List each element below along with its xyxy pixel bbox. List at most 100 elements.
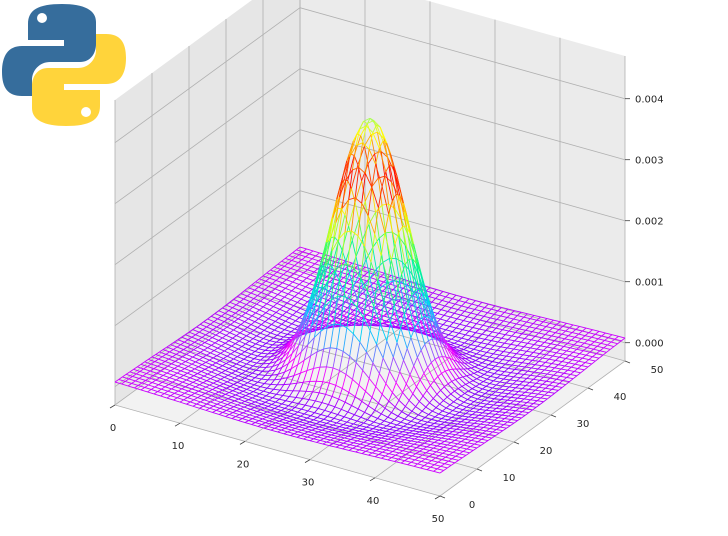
mesh-segment <box>473 401 481 404</box>
mesh-segment <box>544 369 551 372</box>
mesh-segment <box>573 351 580 355</box>
mesh-segment <box>396 446 401 450</box>
mesh-segment <box>242 335 247 339</box>
mesh-segment <box>248 306 254 311</box>
mesh-segment <box>197 344 202 348</box>
mesh-segment <box>249 393 257 397</box>
mesh-segment <box>528 334 536 337</box>
mesh-segment <box>300 336 306 352</box>
mesh-segment <box>286 308 291 313</box>
mesh-segment <box>505 363 512 366</box>
mesh-segment <box>177 363 182 367</box>
mesh-segment <box>507 375 514 378</box>
mesh-segment <box>485 385 493 389</box>
mesh-segment <box>540 394 545 399</box>
mesh-segment <box>288 317 296 322</box>
mesh-segment <box>154 386 162 390</box>
mesh-segment <box>341 374 347 389</box>
mesh-segment <box>196 352 201 356</box>
mesh-segment <box>447 444 454 447</box>
mesh-segment <box>476 350 481 355</box>
mesh-segment <box>291 257 296 261</box>
mesh-segment <box>387 312 395 315</box>
mesh-segment <box>300 295 306 300</box>
mesh-segment <box>314 283 320 306</box>
mesh-segment <box>516 311 522 316</box>
mesh-segment <box>419 379 428 391</box>
mesh-segment <box>165 379 173 383</box>
mesh-segment <box>555 383 560 387</box>
mesh-segment <box>269 388 274 394</box>
mesh-segment <box>431 298 436 303</box>
mesh-segment <box>281 260 289 264</box>
mesh-segment <box>411 410 419 416</box>
mesh-segment <box>235 392 240 396</box>
mesh-segment <box>359 259 367 274</box>
mesh-segment <box>330 406 336 413</box>
mesh-segment <box>317 436 325 439</box>
mesh-segment <box>261 378 269 381</box>
mesh-segment <box>398 452 406 455</box>
mesh-segment <box>467 396 472 400</box>
mesh-segment <box>431 460 439 463</box>
mesh-segment <box>563 372 571 375</box>
mesh-segment <box>509 406 514 411</box>
mesh-segment <box>384 322 389 327</box>
mesh-segment <box>415 450 420 454</box>
mesh-segment <box>407 420 412 425</box>
mesh-segment <box>456 346 464 351</box>
mesh-segment <box>455 411 460 416</box>
mesh-segment <box>490 305 496 310</box>
mesh-segment <box>167 388 172 392</box>
mesh-segment <box>401 454 406 458</box>
mesh-segment <box>593 348 601 352</box>
mesh-segment <box>257 378 262 383</box>
mesh-segment <box>463 444 471 447</box>
mesh-segment <box>437 309 442 314</box>
mesh-segment <box>218 310 226 314</box>
mesh-segment <box>502 427 507 432</box>
mesh-segment <box>356 427 363 430</box>
mesh-segment <box>305 300 313 318</box>
mesh-segment <box>305 256 313 260</box>
mesh-segment <box>525 382 530 386</box>
mesh-segment <box>183 346 188 350</box>
mesh-segment <box>509 360 516 363</box>
mesh-segment <box>445 325 450 331</box>
mesh-segment <box>436 326 444 345</box>
mesh-segment <box>427 460 432 464</box>
mesh-segment <box>461 305 469 309</box>
mesh-segment <box>500 374 508 377</box>
mesh-segment <box>566 347 571 352</box>
mesh-segment <box>512 404 517 408</box>
mesh-segment <box>252 306 260 311</box>
mesh-segment <box>374 207 379 234</box>
mesh-segment <box>479 383 487 387</box>
mesh-segment <box>577 341 585 344</box>
mesh-segment <box>272 283 279 287</box>
mesh-segment <box>317 291 323 317</box>
mesh-segment <box>570 344 575 349</box>
mesh-segment <box>365 390 373 398</box>
mesh-segment <box>197 397 205 401</box>
mesh-segment <box>144 359 149 363</box>
mesh-segment <box>365 448 370 452</box>
mesh-segment <box>512 406 520 409</box>
mesh-segment <box>421 439 428 442</box>
mesh-segment <box>326 366 334 369</box>
mesh-segment <box>221 372 229 376</box>
mesh-segment <box>442 432 450 435</box>
mesh-segment <box>387 412 392 418</box>
mesh-segment <box>464 362 472 369</box>
mesh-segment <box>454 332 460 337</box>
mesh-segment <box>421 410 429 415</box>
mesh-segment <box>331 396 339 400</box>
mesh-segment <box>446 396 454 403</box>
mesh-segment <box>249 365 254 369</box>
mesh-segment <box>278 357 284 365</box>
mesh-segment <box>359 272 364 289</box>
mesh-segment <box>409 432 416 435</box>
mesh-segment <box>534 361 540 365</box>
mesh-segment <box>391 382 397 393</box>
mesh-segment <box>330 269 335 274</box>
